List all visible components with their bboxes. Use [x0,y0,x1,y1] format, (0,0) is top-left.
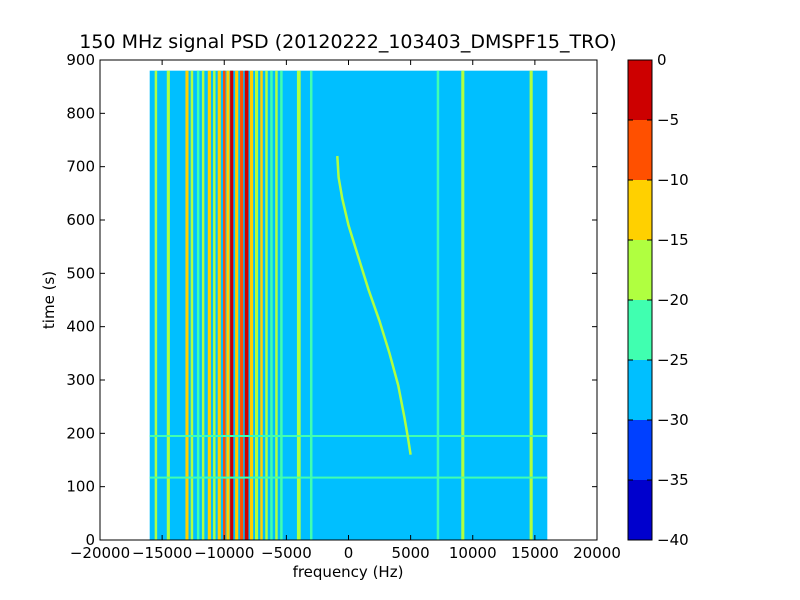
x-tick-label: −20000 [70,544,130,562]
colorbar-tick-label: −30 [657,411,689,429]
y-tick-label: 0 [85,531,95,549]
vertical-signal-line [275,70,278,540]
vertical-signal-line [185,70,189,540]
y-axis-label: time (s) [40,271,58,329]
y-tick-label: 500 [66,264,95,282]
colorbar-segment [628,300,652,360]
vertical-signal-line [201,70,205,540]
y-tick-label: 900 [66,51,95,69]
vertical-signal-line [296,70,301,540]
colorbar-segment [628,240,652,300]
colorbar: 0 −5 −10 −15 −20 −25 −30 −35 −40 [627,51,689,549]
x-tick-label: −10000 [194,544,254,562]
x-axis-label: frequency (Hz) [293,563,404,581]
x-tick-label: 15000 [511,544,559,562]
y-tick-label: 600 [66,211,95,229]
vertical-signal-line [529,70,533,540]
colorbar-segment [628,420,652,480]
vertical-signal-line [217,70,221,540]
vertical-signal-line [265,70,268,540]
x-tick-label: 0 [344,544,354,562]
vertical-signal-line [280,70,283,540]
colorbar-tick-label: −25 [657,351,689,369]
drifting-signal-trace [336,155,412,455]
vertical-signal-line [213,70,216,540]
vertical-signal-line [235,70,239,540]
colorbar-tick-label: −40 [657,531,689,549]
vertical-signal-line [244,70,249,540]
x-tick-label: −15000 [132,544,192,562]
y-tick-label: 100 [66,478,95,496]
colorbar-tick-label: 0 [657,51,667,69]
vertical-signal-line [230,70,234,540]
vertical-signal-line [154,70,158,540]
x-tick-label: 10000 [449,544,497,562]
colorbar-tick-label: −35 [657,471,689,489]
colorbar-tick-label: −20 [657,291,689,309]
horizontal-interference-line [149,476,548,479]
vertical-signal-line [207,70,211,540]
x-axis: −20000 −15000 −10000 −5000 0 5000 10000 15000 20… [70,60,621,562]
vertical-signal-line [196,70,200,540]
y-tick-label: 700 [66,158,95,176]
colorbar-segment [628,180,652,240]
x-tick-label: 20000 [573,544,621,562]
x-tick-label: 5000 [392,544,430,562]
vertical-signal-line [309,70,313,540]
x-tick-label: −5000 [261,544,312,562]
heatmap-layer [149,70,548,540]
y-tick-label: 300 [66,371,95,389]
y-tick-label: 200 [66,424,95,442]
vertical-signal-line [250,70,254,540]
vertical-signal-line [461,70,465,540]
chart-title: 150 MHz signal PSD (20120222_103403_DMSP… [79,31,616,53]
heatmap-background [149,70,548,540]
vertical-signal-line [190,70,194,540]
colorbar-segment [628,60,652,120]
vertical-signal-line [226,70,230,540]
vertical-signal-line [166,70,170,540]
vertical-signal-line [240,70,244,540]
colorbar-segment [628,120,652,180]
y-tick-label: 800 [66,104,95,122]
colorbar-tick-label: −5 [657,111,679,129]
colorbar-segment [628,360,652,420]
plot-area [149,70,548,540]
vertical-signal-line [255,70,259,540]
horizontal-interference-line [149,435,548,437]
colorbar-tick-label: −15 [657,231,689,249]
vertical-signal-line [223,70,226,540]
colorbar-segment [628,480,652,540]
y-tick-label: 400 [66,318,95,336]
y-axis: 0 100 200 300 400 500 600 700 800 900 [66,51,597,549]
colorbar-tick-label: −10 [657,171,689,189]
vertical-signal-line [436,70,440,540]
vertical-signal-line [260,70,263,540]
vertical-signal-line [270,70,273,540]
